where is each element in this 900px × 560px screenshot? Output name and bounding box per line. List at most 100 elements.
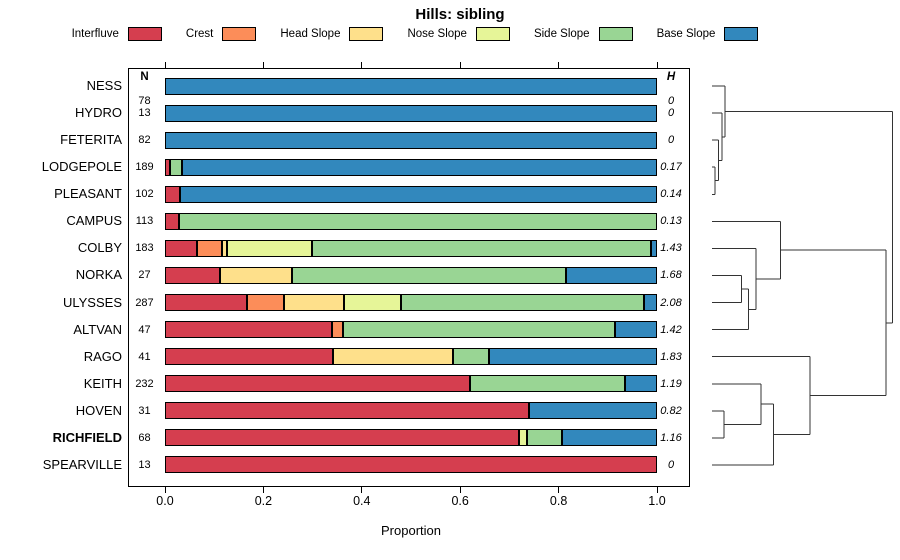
row-label: ALTVAN	[73, 321, 122, 337]
legend-swatch	[475, 27, 510, 41]
legend-item: Base Slope	[657, 27, 759, 41]
legend-label: Side Slope	[533, 28, 590, 40]
n-count: 78	[138, 95, 151, 107]
row-label: COLBY	[77, 240, 122, 256]
h-diversity-value: 0.82	[660, 404, 682, 417]
axis-tick-top	[459, 62, 461, 68]
h-diversity-value: 1.43	[660, 242, 682, 255]
bar-segment-base-slope	[165, 131, 657, 149]
bar-segment-interfluve	[165, 375, 471, 393]
legend-swatch	[724, 27, 759, 41]
row-label: HOVEN	[75, 402, 122, 418]
n-column-header: N	[140, 71, 149, 83]
row-label: ULYSSES	[62, 294, 122, 310]
h-diversity-value: 1.16	[660, 431, 682, 444]
bar-segment-interfluve	[165, 239, 198, 257]
h-diversity-value: 1.68	[660, 269, 682, 282]
bar-segment-interfluve	[165, 185, 180, 203]
bar-segment-base-slope	[165, 77, 657, 95]
bar-segment-nose-slope	[519, 429, 527, 447]
bar-segment-side-slope	[452, 348, 489, 366]
bar-segment-base-slope	[165, 104, 657, 122]
plot-area-frame	[128, 68, 690, 487]
bar-segment-nose-slope	[344, 294, 401, 312]
bar-segment-interfluve	[165, 158, 170, 176]
bar-segment-head-slope	[284, 294, 345, 312]
bar-segment-interfluve	[165, 266, 220, 284]
h-diversity-value: 0.14	[660, 188, 682, 201]
axis-tick-label: 0.2	[254, 494, 273, 508]
axis-tick-bottom	[361, 487, 363, 493]
bar-segment-interfluve	[165, 212, 179, 230]
legend-swatch	[222, 27, 257, 41]
row-label: NESS	[86, 78, 122, 93]
axis-tick-top	[262, 62, 264, 68]
n-count: 27	[138, 269, 151, 282]
bar-segment-base-slope	[614, 321, 657, 339]
bar-segment-base-slope	[529, 402, 657, 420]
row-label: LODGEPOLE	[41, 159, 122, 175]
axis-tick-label: 0.6	[451, 494, 469, 508]
bar-segment-head-slope	[332, 348, 453, 366]
bar-segment-interfluve	[165, 294, 248, 312]
row-label: SPEARVILLE	[42, 456, 122, 472]
bar-segment-interfluve	[165, 456, 657, 474]
row-label: NORKA	[75, 267, 122, 283]
n-count: 82	[138, 134, 151, 147]
legend-item: Head Slope	[280, 27, 384, 41]
bar-segment-head-slope	[219, 266, 293, 284]
axis-tick-label: 0.4	[353, 494, 371, 508]
axis-tick-bottom	[262, 487, 264, 493]
bar-segment-side-slope	[342, 321, 615, 339]
legend-label: Crest	[185, 28, 214, 40]
legend-item: Interfluve	[72, 27, 162, 41]
bar-segment-interfluve	[165, 429, 520, 447]
axis-tick-top	[656, 62, 658, 68]
legend-label: Base Slope	[656, 28, 716, 40]
bar-segment-base-slope	[644, 294, 657, 312]
h-diversity-value: 0.17	[660, 161, 682, 174]
row-label: PLEASANT	[54, 186, 122, 202]
axis-tick-bottom	[164, 487, 166, 493]
bar-segment-side-slope	[178, 212, 657, 230]
bar-segment-base-slope	[650, 239, 657, 257]
h-diversity-value: 2.08	[660, 296, 682, 309]
axis-tick-bottom	[459, 487, 461, 493]
bar-segment-interfluve	[165, 402, 530, 420]
legend-item: Crest	[185, 27, 257, 41]
bar-segment-side-slope	[526, 429, 563, 447]
h-diversity-value: 0	[667, 95, 675, 107]
legend: Interfluve Crest Head Slope Nose Slope Side …	[20, 27, 810, 41]
n-count: 68	[138, 431, 151, 444]
h-diversity-value: 1.42	[660, 323, 682, 336]
n-count: 13	[138, 107, 151, 120]
row-label: CAMPUS	[66, 213, 122, 229]
legend-label: Head Slope	[280, 28, 341, 40]
bar-segment-base-slope	[562, 429, 657, 447]
bar-segment-head-slope	[221, 239, 227, 257]
h-diversity-value: 0.13	[660, 215, 682, 228]
legend-label: Nose Slope	[407, 28, 467, 40]
chart-title: Hills: sibling	[415, 6, 505, 23]
bar-segment-base-slope	[625, 375, 657, 393]
legend-swatch	[349, 27, 384, 41]
bar-segment-base-slope	[488, 348, 657, 366]
h-diversity-value: 0	[667, 134, 675, 147]
n-count: 189	[135, 161, 154, 174]
row-label: HYDRO	[75, 105, 122, 121]
h-diversity-value: 0	[667, 107, 675, 120]
n-count: 287	[135, 296, 154, 309]
n-count: 113	[135, 215, 154, 228]
row-label: RAGO	[83, 348, 122, 364]
row-label: FETERITA	[60, 132, 122, 148]
n-count: 31	[138, 404, 151, 417]
bar-segment-side-slope	[292, 266, 566, 284]
bar-segment-side-slope	[312, 239, 651, 257]
bar-segment-side-slope	[169, 158, 183, 176]
bar-segment-crest	[247, 294, 285, 312]
axis-tick-bottom	[656, 487, 658, 493]
bar-segment-nose-slope	[226, 239, 313, 257]
legend-item: Side Slope	[534, 27, 633, 41]
bar-segment-base-slope	[182, 158, 657, 176]
